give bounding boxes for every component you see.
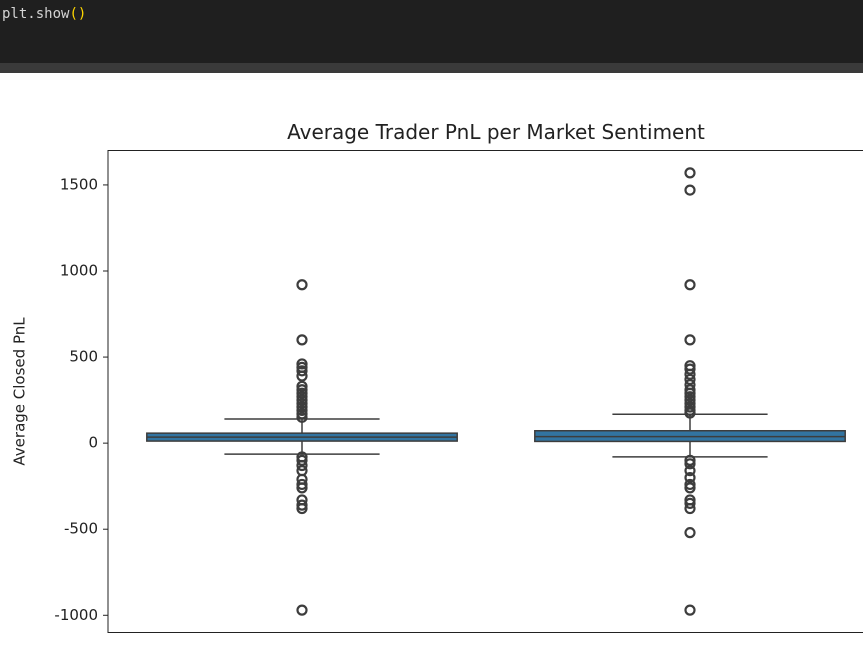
outlier <box>296 408 308 420</box>
outlier <box>296 380 308 392</box>
outlier <box>684 387 696 399</box>
y-tick-label: 1000 <box>60 262 98 280</box>
outlier <box>684 394 696 406</box>
code-cell: plt.show() <box>0 0 863 63</box>
cell-divider <box>0 63 863 73</box>
outlier <box>684 384 696 396</box>
outlier <box>684 604 696 616</box>
outlier <box>296 387 308 399</box>
outlier <box>296 401 308 413</box>
page: {"code": {"tokens": ["plt.show", "()"]},… <box>0 0 863 633</box>
outlier <box>296 279 308 291</box>
y-tick-label: -1000 <box>54 606 98 624</box>
outlier <box>684 478 696 491</box>
outlier <box>296 334 308 346</box>
outlier <box>296 391 308 403</box>
outlier <box>684 454 696 466</box>
outlier <box>684 368 696 380</box>
y-tick-label: -500 <box>64 520 98 538</box>
outlier <box>296 397 308 410</box>
outlier <box>296 478 308 491</box>
code-token: () <box>69 6 87 22</box>
outlier <box>684 458 696 470</box>
outlier <box>296 394 308 406</box>
outlier <box>296 482 308 494</box>
y-tick-label: 1500 <box>60 175 98 193</box>
y-tick-label: 0 <box>88 434 98 452</box>
outlier <box>684 401 696 413</box>
plot-frame <box>107 150 863 633</box>
code-token: plt.show <box>2 6 70 22</box>
outlier <box>684 465 696 477</box>
outlier <box>684 482 696 494</box>
outlier <box>296 384 308 396</box>
y-tick-label: 500 <box>69 348 98 366</box>
outlier <box>684 279 696 291</box>
outlier <box>684 167 696 179</box>
chart: Average Trader PnL per Market Sentiment … <box>11 120 863 633</box>
outlier <box>296 499 308 511</box>
y-axis-label: Average Closed PnL <box>11 317 29 466</box>
outlier <box>296 502 308 515</box>
outlier <box>296 370 308 382</box>
outlier <box>684 407 696 419</box>
outlier <box>684 334 696 346</box>
outlier <box>684 527 696 539</box>
chart-title: Average Trader PnL per Market Sentiment <box>287 120 705 144</box>
outlier <box>296 365 308 377</box>
outlier <box>684 373 696 386</box>
outlier <box>684 502 696 515</box>
outlier <box>296 604 308 616</box>
outlier <box>296 404 308 417</box>
outlier <box>684 363 696 375</box>
outlier <box>684 497 696 509</box>
outlier <box>296 459 308 472</box>
outlier <box>684 391 696 403</box>
outlier <box>684 184 696 196</box>
outlier <box>296 358 308 370</box>
code-line: plt.show() <box>2 6 86 22</box>
outlier <box>684 471 696 484</box>
outlier <box>296 411 308 423</box>
outlier <box>296 454 308 466</box>
